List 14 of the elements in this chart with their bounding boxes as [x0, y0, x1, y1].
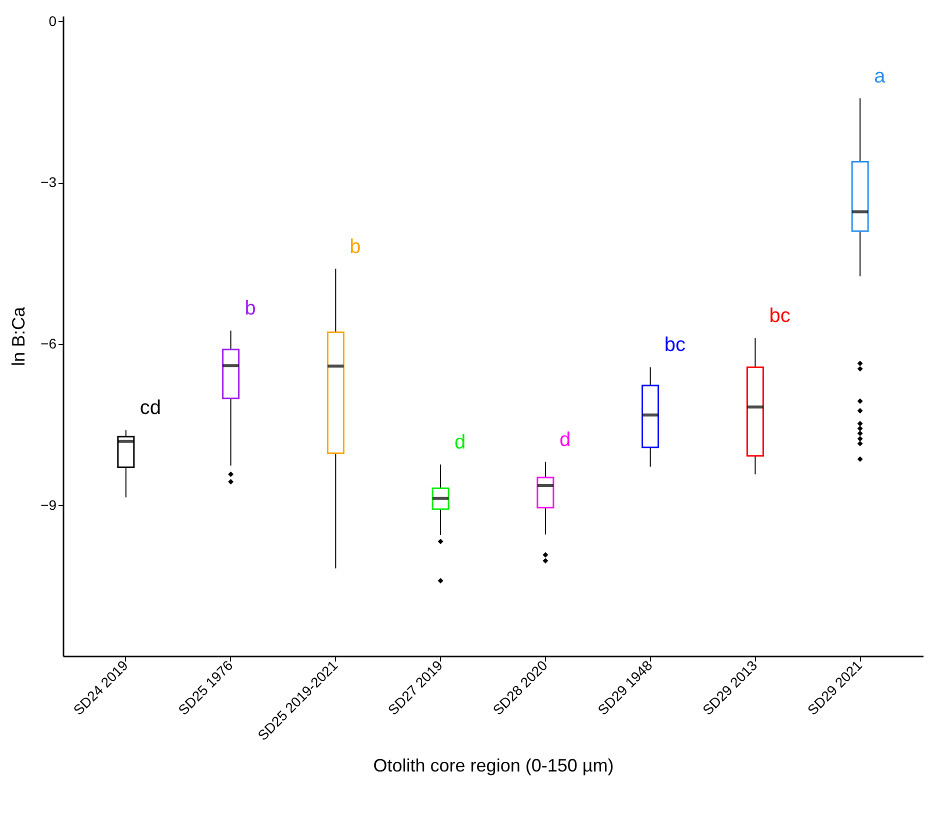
- annotation: d: [454, 432, 466, 454]
- y-tick-label: −3: [40, 174, 57, 190]
- y-tick-label: −6: [40, 336, 57, 352]
- x-axis-title: Otolith core region (0-150 µm): [373, 755, 614, 776]
- annotation: d: [559, 428, 571, 451]
- annotation: a: [874, 65, 886, 88]
- annotation: b: [244, 298, 256, 320]
- y-tick-label: −9: [40, 496, 57, 513]
- annotation: bc: [664, 334, 686, 356]
- y-tick-label: 0: [48, 12, 57, 29]
- y-axis-title: ln B:Ca: [8, 306, 29, 366]
- annotation: cd: [140, 397, 162, 420]
- annotation: b: [350, 236, 361, 258]
- annotation: bc: [769, 305, 790, 328]
